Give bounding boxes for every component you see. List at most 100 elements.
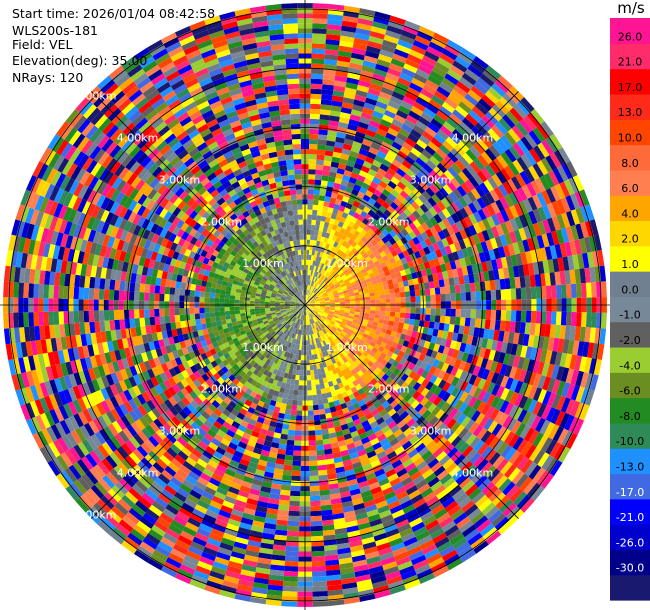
velocity-gate (204, 486, 217, 496)
velocity-gate (389, 63, 404, 73)
velocity-gate (374, 310, 381, 315)
velocity-gate (306, 290, 308, 296)
velocity-gate (311, 560, 326, 567)
velocity-gate (348, 344, 355, 350)
velocity-gate (510, 288, 517, 300)
velocity-gate (403, 414, 413, 424)
velocity-gate (404, 579, 421, 590)
velocity-gate (467, 507, 482, 521)
velocity-gate (284, 454, 294, 461)
velocity-gate (287, 373, 293, 380)
velocity-gate (280, 333, 285, 339)
velocity-gate (311, 68, 324, 75)
velocity-gate (454, 231, 464, 242)
velocity-gate (310, 324, 314, 330)
velocity-gate (408, 239, 416, 248)
velocity-gate (262, 402, 270, 410)
velocity-gate (335, 404, 342, 412)
velocity-gate (488, 161, 500, 174)
velocity-gate (325, 303, 331, 305)
velocity-gate (509, 277, 516, 289)
velocity-gate (240, 517, 254, 526)
velocity-gate (467, 64, 483, 78)
velocity-gate (469, 255, 477, 265)
velocity-gate (316, 284, 321, 289)
velocity-gate (357, 388, 365, 396)
velocity-gate (345, 520, 358, 528)
velocity-gate (504, 194, 514, 208)
velocity-gate (536, 160, 549, 176)
velocity-gate (235, 536, 249, 545)
velocity-gate (401, 159, 413, 170)
velocity-gate (360, 367, 368, 374)
velocity-gate (391, 91, 405, 101)
velocity-gate (415, 242, 424, 251)
velocity-gate (295, 318, 299, 324)
velocity-gate (309, 329, 313, 335)
velocity-gate (520, 287, 527, 300)
velocity-gate (373, 360, 381, 368)
velocity-gate (428, 41, 445, 53)
velocity-gate (300, 324, 303, 330)
velocity-gate (481, 151, 493, 165)
velocity-gate (388, 357, 396, 365)
velocity-gate (256, 464, 267, 472)
velocity-gate (343, 292, 349, 296)
velocity-gate (327, 380, 334, 387)
velocity-gate (572, 254, 580, 270)
velocity-gate (570, 283, 577, 298)
velocity-gate (561, 212, 571, 228)
velocity-gate (412, 325, 419, 332)
velocity-gate (442, 458, 454, 470)
velocity-gate (542, 376, 552, 391)
velocity-gate (319, 307, 325, 310)
velocity-gate (399, 527, 414, 538)
velocity-gate (485, 65, 502, 80)
velocity-gate (423, 246, 431, 255)
velocity-gate (342, 276, 348, 282)
velocity-gate (334, 295, 340, 298)
velocity-gate (379, 408, 388, 417)
velocity-gate (298, 349, 302, 356)
velocity-gate (312, 33, 327, 40)
velocity-gate (580, 205, 590, 223)
velocity-gate (449, 64, 465, 77)
velocity-gate (341, 454, 351, 462)
velocity-gate (302, 320, 304, 326)
velocity-gate (505, 484, 520, 499)
velocity-gate (363, 232, 371, 240)
velocity-gate (305, 269, 308, 275)
velocity-gate (502, 245, 511, 257)
velocity-gate (349, 313, 355, 317)
velocity-gate (324, 296, 330, 300)
velocity-gate (500, 428, 511, 442)
velocity-gate (287, 342, 292, 348)
velocity-gate (319, 297, 324, 300)
velocity-gate (315, 434, 323, 441)
velocity-gate (382, 412, 391, 422)
velocity-gate (570, 369, 580, 386)
velocity-gate (235, 428, 245, 437)
velocity-gate (416, 216, 426, 226)
velocity-gate (386, 350, 394, 358)
velocity-gate (537, 389, 547, 404)
velocity-gate (266, 589, 283, 596)
velocity-gate (466, 246, 474, 257)
velocity-gate (396, 362, 404, 371)
velocity-gate (575, 370, 584, 387)
velocity-gate (187, 517, 201, 528)
velocity-gate (324, 297, 330, 301)
velocity-gate (286, 362, 291, 369)
velocity-gate (309, 298, 314, 303)
velocity-gate (331, 446, 341, 454)
velocity-gate (418, 26, 435, 37)
velocity-gate (343, 207, 351, 215)
velocity-gate (341, 337, 348, 344)
velocity-gate (294, 354, 299, 360)
velocity-gate (321, 323, 326, 328)
velocity-gate (271, 362, 277, 369)
velocity-gate (240, 436, 250, 445)
velocity-gate (468, 396, 478, 408)
velocity-gate (504, 431, 516, 445)
velocity-gate (314, 306, 320, 308)
